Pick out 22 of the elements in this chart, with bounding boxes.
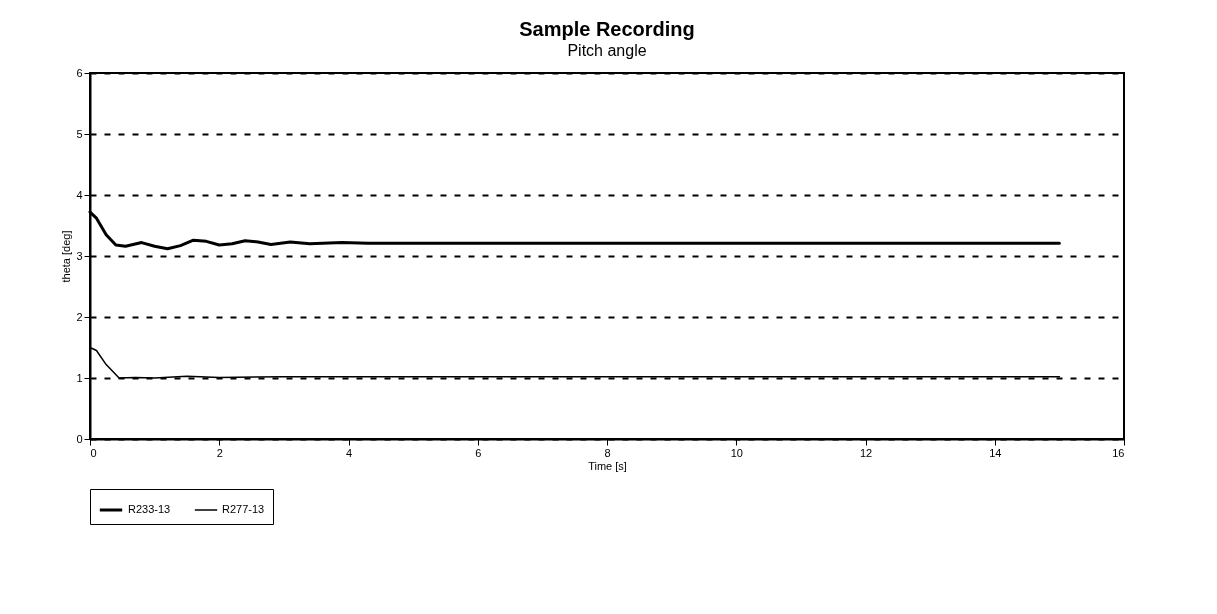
- x-tick-label: 4: [345, 446, 353, 459]
- chart-subtitle: Pitch angle: [567, 42, 647, 59]
- x-axis-title: Time [s]: [588, 459, 627, 472]
- legend-label: R277-13: [222, 503, 265, 515]
- y-tick-label: 6: [76, 66, 83, 79]
- x-tick-label: 12: [859, 446, 873, 459]
- y-tick-label: 0: [76, 432, 83, 445]
- x-tick-label: 16: [1112, 446, 1125, 459]
- y-tick-label: 2: [76, 310, 83, 323]
- x-tick-label: 14: [989, 446, 1002, 459]
- y-tick-label: 4: [76, 188, 83, 201]
- y-axis-title: theta [deg]: [60, 230, 73, 283]
- x-tick-label: 0: [90, 446, 97, 459]
- y-tick-label: 3: [76, 249, 83, 262]
- x-tick-label: 8: [604, 446, 611, 459]
- x-tick-label: 10: [730, 446, 743, 459]
- x-tick-label: 2: [216, 446, 223, 459]
- y-tick-label: 1: [76, 371, 83, 384]
- legend-label: R233-13: [128, 503, 171, 515]
- chart-title: Sample Recording: [519, 18, 695, 40]
- y-tick-label: 5: [76, 127, 83, 140]
- x-tick-label: 6: [475, 446, 482, 459]
